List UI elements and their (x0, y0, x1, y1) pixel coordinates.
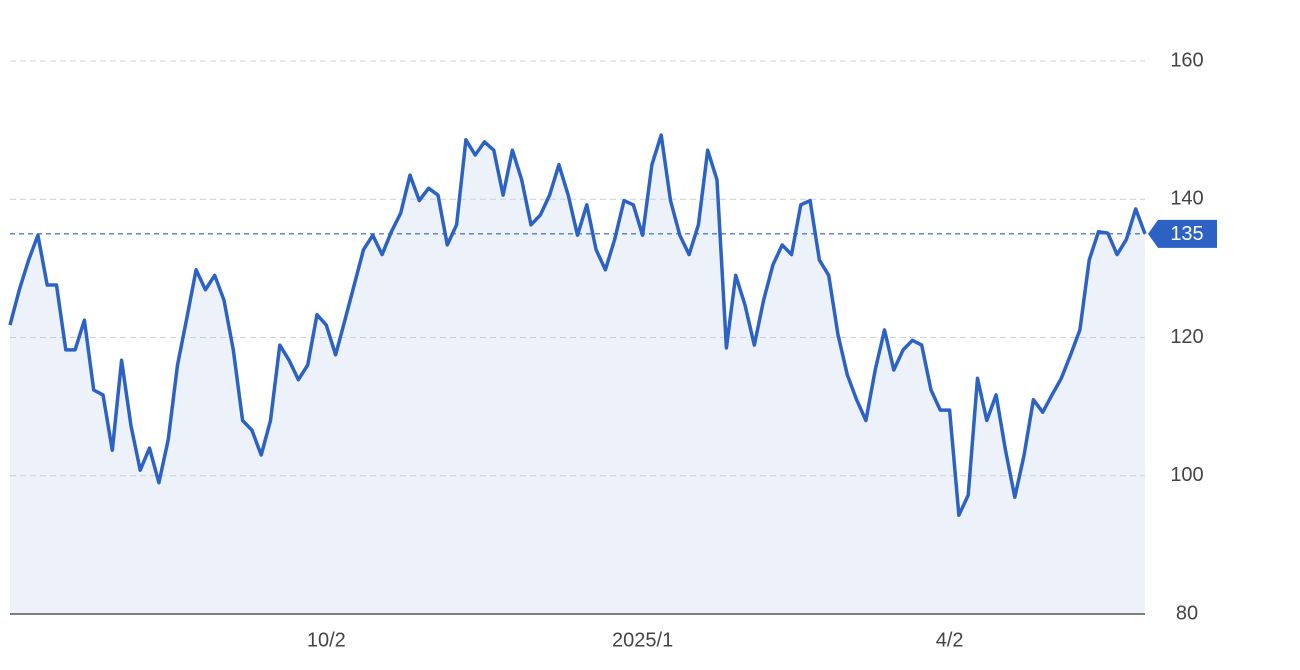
x-tick-label: 2025/1 (612, 629, 673, 651)
y-tick-label: 100 (1170, 464, 1203, 486)
y-tick-label: 120 (1170, 326, 1203, 348)
area (10, 135, 1145, 614)
y-tick-label: 160 (1170, 49, 1203, 71)
x-tick-label: 10/2 (307, 629, 346, 651)
last-price-label: 135 (1170, 223, 1203, 245)
x-tick-label: 4/2 (936, 629, 964, 651)
price-line (8, 133, 1147, 517)
y-tick-label: 80 (1176, 602, 1198, 624)
y-tick-label: 140 (1170, 188, 1203, 210)
last-price-badge (1148, 219, 1217, 248)
